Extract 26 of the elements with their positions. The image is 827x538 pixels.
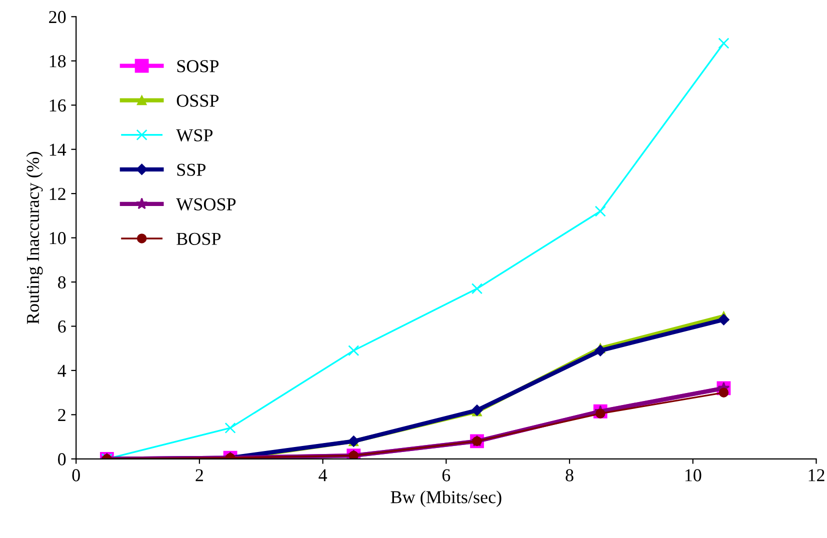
y-axis-title: Routing Inaccuracy (%)	[26, 152, 43, 324]
legend-label: WSP	[176, 129, 213, 142]
y-tick-label: 18	[50, 55, 66, 68]
x-tick-label: 4	[318, 469, 328, 482]
y-tick-label: 2	[58, 409, 66, 421]
x-tick-label: 2	[196, 469, 203, 482]
y-tick-label: 12	[50, 188, 66, 200]
x-tick-label: 6	[442, 469, 450, 482]
legend-label: WSOSP	[176, 198, 236, 211]
y-tick-label: 14	[50, 144, 66, 156]
x-tick-label: 8	[566, 469, 574, 482]
y-tick-label: 4	[58, 364, 66, 377]
y-tick-label: 16	[50, 99, 66, 112]
y-tick-label: 8	[58, 276, 66, 288]
x-tick-label: 0	[72, 469, 80, 482]
y-tick-label: 0	[58, 453, 66, 466]
legend-label: BOSP	[176, 232, 221, 245]
y-tick-label: 6	[58, 320, 66, 333]
x-tick-label: 12	[808, 469, 824, 482]
x-axis-title: Bw (Mbits/sec)	[390, 490, 502, 507]
y-tick-label: 10	[50, 232, 66, 244]
legend-label: SOSP	[177, 60, 219, 72]
legend-label: OSSP	[176, 94, 219, 107]
legend-label: SSP	[177, 164, 206, 176]
y-tick-label: 20	[49, 10, 66, 24]
x-tick-label: 10	[685, 469, 702, 482]
